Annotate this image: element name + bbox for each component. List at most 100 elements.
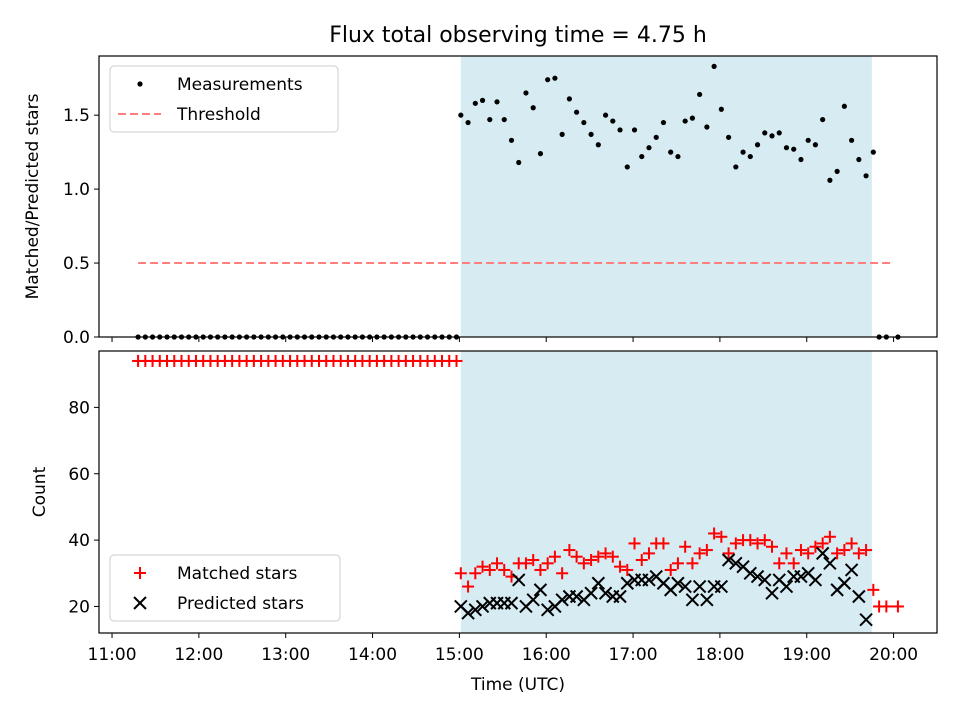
top-legend-box [109, 65, 339, 133]
matched-star-point [831, 547, 844, 560]
matched-star-point [867, 583, 880, 596]
matched-star-point [891, 600, 904, 613]
x-tick-label: 12:00 [174, 645, 223, 665]
matched-star-point [880, 600, 893, 613]
x-tick-label: 11:00 [88, 645, 137, 665]
matched-star-point [592, 550, 605, 563]
measurement-point [841, 103, 847, 109]
matched-star-point [585, 554, 598, 567]
matched-star-point [527, 554, 540, 567]
matched-star-point [642, 547, 655, 560]
matched-star-point [476, 560, 489, 573]
predicted-star-point [569, 589, 584, 604]
top-y-ticks: 0.0 0.5 1.0 1.5 [63, 106, 99, 348]
matched-star-point [823, 530, 836, 543]
matched-star-point [614, 560, 627, 573]
matched-star-point [758, 534, 771, 547]
top-panel: 0.0 0.5 1.0 1.5 Matched/Predicted stars Mea… [23, 55, 938, 348]
predicted-star-point [859, 613, 873, 627]
predicted-star-point [671, 576, 685, 590]
matched-star-point [715, 530, 728, 543]
measurement-point [537, 151, 544, 157]
measurement-point [566, 96, 572, 102]
matched-star-point [794, 544, 807, 557]
y-tick-label: 0.5 [63, 254, 90, 274]
bottom-legend: Matched stars Predicted stars [109, 554, 341, 622]
matched-star-point [570, 550, 583, 563]
x-axis-label: Time (UTC) [470, 675, 565, 695]
chart-title: Flux total observing time = 4.75 h [329, 23, 707, 48]
legend-matched-marker [134, 567, 146, 579]
measurement-point [697, 91, 703, 98]
bottom-legend-box [109, 554, 341, 622]
measurement-point [617, 127, 623, 133]
matched-star-point [541, 557, 554, 570]
measurement-point [552, 75, 558, 81]
matched-star-point [802, 547, 815, 560]
legend-measurements-label: Measurements [177, 75, 303, 95]
measurement-point [812, 142, 819, 148]
predicted-star-point [468, 603, 483, 617]
matched-star-point [621, 563, 634, 576]
legend-matched-label: Matched stars [177, 564, 297, 584]
measurement-point [718, 106, 724, 112]
matched-star-point [729, 537, 742, 550]
top-y-axis-label: Matched/Predicted stars [23, 93, 43, 299]
matched-star-point [852, 547, 865, 560]
legend-measurements-marker [137, 81, 143, 87]
predicted-star-point [512, 573, 526, 587]
measurement-point [458, 112, 464, 118]
matched-star-point [606, 550, 619, 563]
top-legend: Measurements Threshold [109, 65, 339, 133]
y-tick-label: 40 [68, 531, 90, 551]
predicted-star-point [815, 546, 830, 561]
measurements-group [458, 63, 876, 183]
predicted-star-point [642, 573, 656, 587]
legend-predicted-label: Predicted stars [177, 594, 304, 614]
measurement-point [581, 119, 587, 126]
measurement-point [856, 156, 862, 163]
predicted-star-point [729, 556, 743, 571]
measurement-point [479, 97, 486, 103]
measurement-point [827, 177, 833, 183]
matched-star-point [599, 547, 612, 560]
matched-star-point [787, 557, 800, 570]
matched-star-point [671, 557, 684, 570]
predicted-star-point [504, 596, 519, 610]
predicted-star-point [837, 576, 852, 590]
matched-star-point [686, 557, 699, 570]
measurement-point [798, 156, 804, 163]
measurement-point [646, 145, 652, 151]
measurement-point [849, 137, 855, 143]
measurement-point [472, 100, 478, 106]
predicted-star-point [779, 579, 794, 594]
x-tick-label: 13:00 [261, 645, 310, 665]
matched-star-point [664, 563, 677, 576]
predicted-star-point [692, 579, 707, 594]
measurement-point [494, 99, 500, 105]
x-tick-label: 15:00 [435, 645, 484, 665]
x-tick-label: 14:00 [348, 645, 397, 665]
measurement-point [733, 164, 739, 170]
matched-star-point [635, 554, 648, 567]
matched-star-point [809, 540, 822, 553]
top-x-ticks [111, 337, 895, 342]
top-axes-frame [98, 55, 938, 338]
measurement-point [863, 173, 869, 179]
predicted-star-point [823, 556, 837, 571]
predicted-star-point [678, 579, 692, 594]
predicted-star-point [598, 586, 613, 600]
measurement-point [704, 124, 710, 130]
matched-star-point [556, 567, 569, 580]
matched-star-point [693, 547, 706, 560]
predicted-star-point [620, 576, 634, 590]
x-tick-label: 20:00 [869, 645, 918, 665]
bottom-x-ticks: 11:00 12:00 13:00 14:00 15:00 16:00 17:00 18:00… [88, 633, 918, 665]
y-tick-label: 20 [68, 597, 90, 617]
top-observing-span [460, 56, 872, 337]
y-tick-label: 1.5 [63, 106, 90, 126]
predicted-star-point [844, 563, 859, 577]
predicted-star-point [808, 573, 823, 587]
matched-star-point [469, 567, 482, 580]
